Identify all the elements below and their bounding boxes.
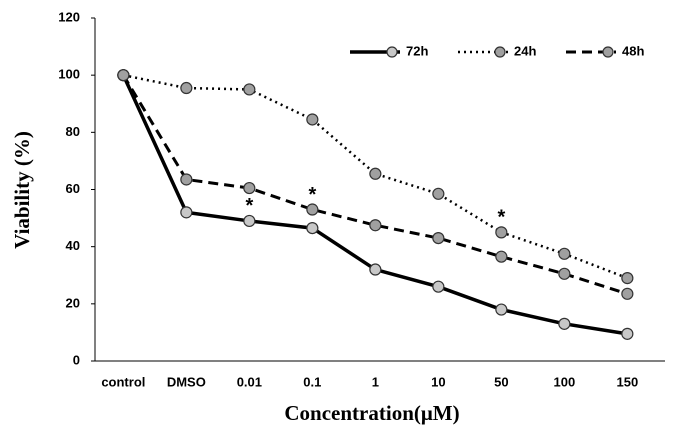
legend-label: 24h: [514, 43, 536, 58]
legend-marker: [602, 46, 614, 58]
x-tick-label: 0.1: [303, 374, 321, 389]
data-point: [306, 221, 319, 235]
data-point: [369, 167, 382, 180]
data-point: [432, 231, 445, 245]
data-point: [558, 317, 571, 330]
data-point: [495, 226, 508, 239]
data-point: [117, 69, 130, 82]
x-tick-label: DMSO: [167, 374, 206, 389]
data-point: [243, 214, 256, 228]
x-axis-title: Concentration(μM): [284, 401, 459, 425]
legend-label: 72h: [406, 43, 428, 58]
data-point: [621, 327, 634, 340]
y-tick-label: 20: [66, 295, 80, 310]
data-point: [495, 250, 508, 263]
data-point: [558, 267, 571, 280]
annotation: *: [308, 184, 316, 206]
y-tick-label: 0: [73, 352, 80, 367]
legend-marker: [386, 46, 398, 58]
series-line: [123, 73, 628, 280]
y-tick-label: 60: [66, 181, 80, 196]
y-tick-label: 80: [66, 124, 80, 139]
data-point: [180, 173, 193, 186]
x-tick-label: 10: [431, 374, 445, 389]
x-tick-label: 0.01: [237, 374, 262, 389]
data-point: [180, 206, 193, 219]
data-point: [432, 187, 445, 200]
x-tick-label: 50: [494, 374, 508, 389]
x-tick-label: 100: [553, 374, 575, 389]
data-point: [369, 219, 382, 232]
data-point: [306, 113, 319, 126]
annotation: *: [245, 195, 253, 217]
series-line: [121, 74, 628, 336]
data-point: [369, 263, 382, 276]
data-point: [180, 81, 193, 95]
legend-marker: [494, 46, 506, 58]
data-point: [495, 303, 508, 316]
x-tick-label: 1: [372, 374, 379, 389]
y-axis-title: Viability (%): [10, 131, 34, 249]
data-point: [558, 247, 571, 260]
data-point: [432, 280, 445, 293]
legend-label: 48h: [622, 43, 644, 58]
x-tick-label: 150: [616, 374, 638, 389]
series-line: [122, 74, 628, 296]
y-tick-label: 40: [66, 238, 80, 253]
annotation: *: [497, 207, 505, 229]
x-tick-label: control: [101, 374, 145, 389]
data-point: [306, 203, 319, 216]
data-point: [621, 287, 634, 300]
y-tick-label: 120: [58, 9, 80, 24]
data-point: [621, 272, 634, 285]
data-point: [243, 181, 256, 195]
data-point: [243, 83, 256, 96]
y-tick-label: 100: [58, 67, 80, 82]
